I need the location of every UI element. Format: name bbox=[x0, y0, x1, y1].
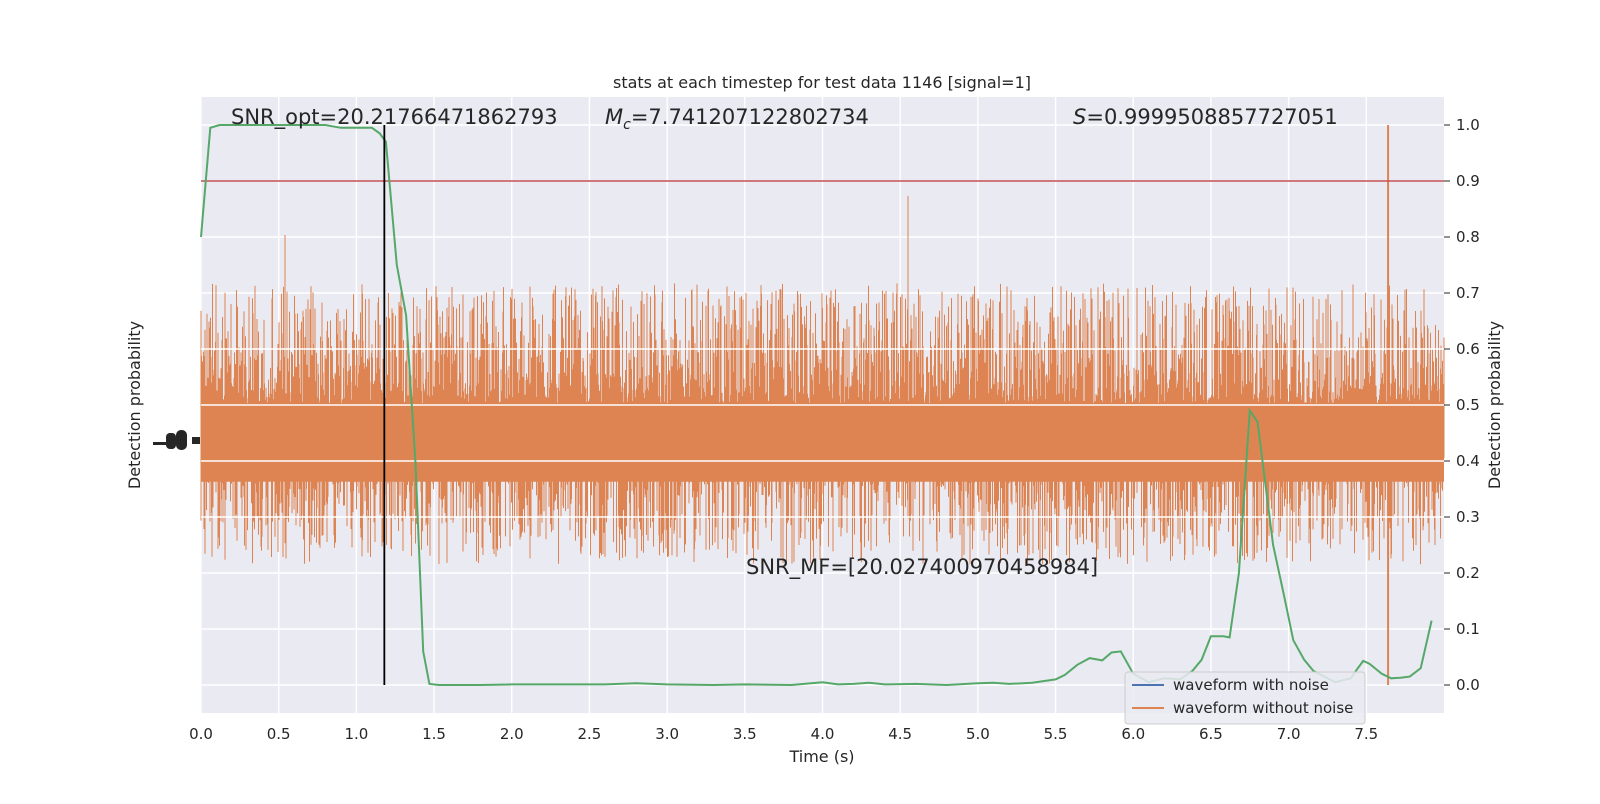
s-value: =0.9999508857727051 bbox=[1086, 105, 1337, 129]
legend-frame bbox=[1124, 671, 1366, 725]
y-axis-label-left: Detection probability bbox=[125, 321, 144, 489]
annotation-s: S=0.9999508857727051 bbox=[1073, 105, 1338, 129]
x-tick-label-2: 1.0 bbox=[344, 725, 368, 743]
s-symbol: S bbox=[1073, 105, 1086, 129]
y-tick-label-0: 0.0 bbox=[1456, 676, 1480, 694]
legend: waveform with noise waveform without noi… bbox=[1124, 671, 1366, 725]
x-tick-label-14: 7.0 bbox=[1277, 725, 1301, 743]
left-tick-blob-3 bbox=[176, 430, 187, 450]
y-axis-label-right: Detection probability bbox=[1485, 321, 1504, 489]
y-tick-label-4: 0.4 bbox=[1456, 452, 1480, 470]
x-tick-label-4: 2.0 bbox=[500, 725, 524, 743]
legend-label-with-noise: waveform with noise bbox=[1173, 676, 1329, 694]
left-tick-blob-1 bbox=[153, 442, 167, 445]
annotation-chirp-mass: Mc=7.741207122802734 bbox=[605, 105, 869, 133]
chirp-mass-symbol: M bbox=[605, 105, 623, 129]
left-tick-blob-4 bbox=[192, 437, 200, 444]
x-tick-label-1: 0.5 bbox=[267, 725, 291, 743]
x-tick-label-9: 4.5 bbox=[888, 725, 912, 743]
x-tick-label-15: 7.5 bbox=[1354, 725, 1378, 743]
x-tick-label-7: 3.5 bbox=[733, 725, 757, 743]
y-tick-label-7: 0.7 bbox=[1456, 284, 1480, 302]
chirp-mass-subscript: c bbox=[623, 117, 631, 133]
strain-band bbox=[200, 125, 1445, 685]
x-tick-label-12: 6.0 bbox=[1121, 725, 1145, 743]
y-tick-label-6: 0.6 bbox=[1456, 340, 1480, 358]
y-tick-label-5: 0.5 bbox=[1456, 396, 1480, 414]
probability-layer bbox=[200, 124, 1433, 687]
y-tick-label-10: 1.0 bbox=[1456, 116, 1480, 134]
x-tick-label-8: 4.0 bbox=[811, 725, 835, 743]
x-tick-label-3: 1.5 bbox=[422, 725, 446, 743]
y-tick-label-9: 0.9 bbox=[1456, 172, 1480, 190]
left-tick-blob-2 bbox=[166, 433, 176, 449]
x-tick-label-13: 6.5 bbox=[1199, 725, 1223, 743]
annotation-snr-opt: SNR_opt=20.21766471862793 bbox=[231, 105, 558, 130]
x-tick-label-10: 5.0 bbox=[966, 725, 990, 743]
tick-labels: 0.0 0.5 1.0 1.5 2.0 2.5 3.0 3.5 4.0 4.5 5.0 5.5 6.0 6… bbox=[189, 116, 1480, 743]
detection-probability-line bbox=[200, 124, 1433, 687]
chirp-mass-value: =7.741207122802734 bbox=[631, 105, 869, 129]
chart-title: stats at each timestep for test data 114… bbox=[613, 73, 1031, 92]
x-tick-label-11: 5.5 bbox=[1044, 725, 1068, 743]
y-tick-label-8: 0.8 bbox=[1456, 228, 1480, 246]
x-tick-label-5: 2.5 bbox=[578, 725, 602, 743]
x-tick-label-0: 0.0 bbox=[189, 725, 213, 743]
y-tick-label-2: 0.2 bbox=[1456, 564, 1480, 582]
x-tick-label-6: 3.0 bbox=[655, 725, 679, 743]
annotation-snr-mf: SNR_MF=[20.027400970458984] bbox=[746, 555, 1098, 580]
y-tick-label-1: 0.1 bbox=[1456, 620, 1480, 638]
left-axis-artifact bbox=[153, 430, 200, 450]
x-axis-label: Time (s) bbox=[788, 747, 854, 766]
y-tick-label-3: 0.3 bbox=[1456, 508, 1480, 526]
strain-dense-core bbox=[201, 403, 1444, 482]
legend-label-without-noise: waveform without noise bbox=[1173, 699, 1353, 717]
